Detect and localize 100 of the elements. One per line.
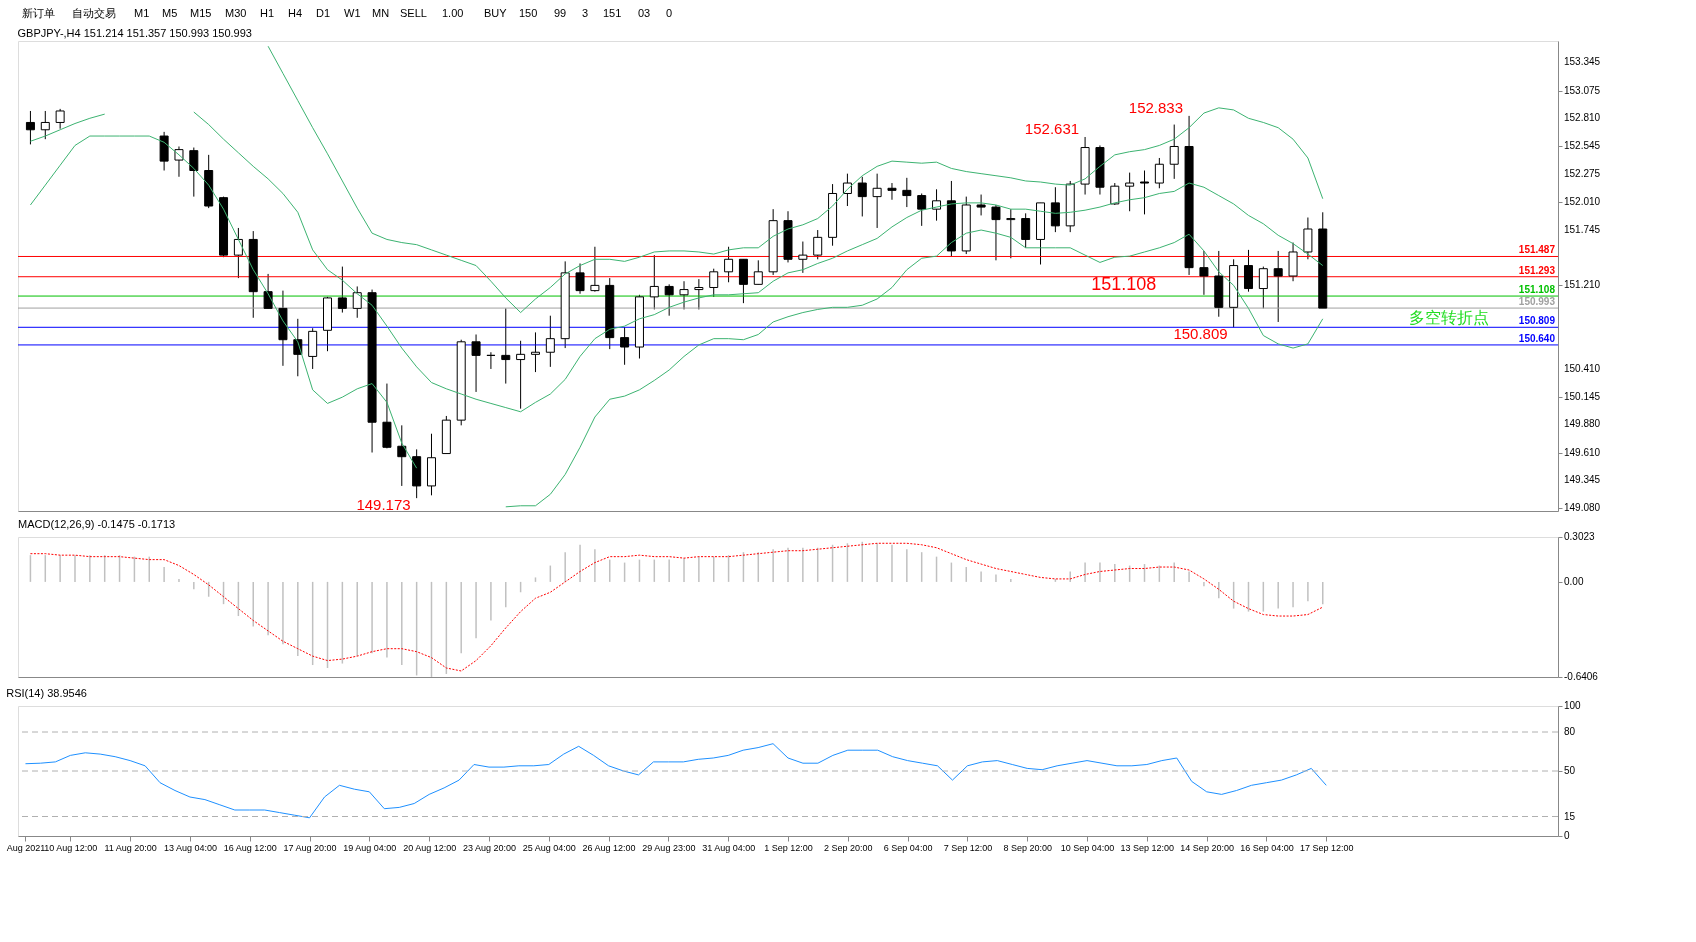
y-tick-label: 152.275 — [1564, 168, 1601, 180]
ref-line-label: 150.993 — [1518, 296, 1556, 308]
text: 03 — [638, 7, 651, 19]
x-tick-label: 23 Aug 20:00 — [462, 842, 516, 853]
candlestick — [40, 110, 50, 140]
y-tick-label: 152.810 — [1564, 112, 1601, 124]
chart-title: MACD(12,26,9) -0.1475 -0.1713 — [18, 518, 176, 530]
candlestick — [932, 188, 942, 222]
candlestick — [1140, 170, 1149, 215]
text: 149.173 — [356, 496, 411, 514]
text: D1 — [316, 7, 331, 19]
y-tick-label: 150.145 — [1564, 390, 1601, 402]
x-tick-label: 20 Aug 12:00 — [403, 842, 457, 853]
line-series — [267, 45, 1324, 314]
text: 152.631 — [1024, 119, 1080, 137]
ref-line-label: 151.293 — [1518, 264, 1556, 276]
y-tick-label: 100 — [1564, 700, 1582, 711]
ref-line-label: 151.108 — [1518, 284, 1556, 296]
x-tick-label: 29 Aug 23:00 — [642, 842, 696, 853]
annotation: 多空转折点 — [1408, 308, 1489, 326]
candlestick — [887, 182, 897, 201]
x-tick-label: 6 Sep 04:00 — [883, 842, 933, 853]
candlestick — [917, 192, 927, 227]
y-tick-label: 153.345 — [1564, 56, 1601, 68]
candlestick — [813, 229, 823, 260]
y-tick-label: 151.745 — [1564, 223, 1601, 235]
y-tick-label: 153.075 — [1564, 84, 1601, 96]
candlestick — [1243, 249, 1253, 293]
candlestick — [516, 340, 526, 410]
y-tick-label: 151.210 — [1564, 279, 1601, 291]
y-tick-label: 80 — [1564, 726, 1576, 737]
x-tick-label: 8 Sep 20:00 — [1003, 842, 1052, 853]
text: 1.00 — [442, 7, 464, 19]
text: M15 — [190, 7, 212, 19]
x-tick-label: 17 Sep 12:00 — [1299, 842, 1354, 853]
x-tick-label: 1 Sep 12:00 — [764, 842, 813, 853]
candlestick — [233, 227, 243, 279]
candlestick — [590, 246, 600, 293]
candlestick — [753, 259, 763, 285]
candlestick — [1199, 250, 1209, 296]
candlestick — [1125, 172, 1135, 212]
x-tick-label: 16 Sep 04:00 — [1240, 842, 1294, 853]
x-tick-label: 26 Aug 12:00 — [582, 842, 636, 853]
candlestick — [1169, 124, 1179, 180]
x-tick-label: 10 Sep 04:00 — [1060, 842, 1115, 853]
x-tick-label: Aug 2021 — [6, 842, 46, 853]
candlestick — [530, 331, 540, 373]
text: 150 — [519, 7, 538, 19]
candlestick — [664, 283, 674, 317]
line-series — [24, 743, 1327, 819]
x-tick-label: 14 Sep 20:00 — [1180, 842, 1234, 853]
candlestick — [857, 176, 867, 217]
candlestick — [471, 333, 481, 393]
x-tick-label: 25 Aug 04:00 — [522, 842, 576, 853]
text: 151 — [603, 7, 622, 19]
x-tick-label: 13 Aug 04:00 — [163, 842, 217, 853]
candlestick — [902, 177, 912, 208]
x-tick-label: 17 Aug 20:00 — [283, 842, 337, 853]
text: H1 — [260, 7, 275, 19]
text: MN — [372, 7, 390, 19]
candlestick — [352, 285, 362, 319]
candlestick — [501, 307, 511, 385]
text: M1 — [134, 7, 150, 19]
y-tick-label: 149.080 — [1564, 501, 1601, 513]
candlestick — [1006, 208, 1016, 259]
candlestick — [1258, 266, 1268, 309]
y-tick-label: 0.3023 — [1564, 531, 1596, 542]
candlestick — [575, 262, 585, 295]
candlestick — [1303, 217, 1313, 260]
candlestick — [620, 326, 630, 366]
candlestick — [397, 424, 407, 487]
candlestick — [694, 278, 704, 310]
text: W1 — [344, 7, 361, 19]
text: M30 — [225, 7, 247, 19]
y-tick-label: 50 — [1564, 765, 1576, 776]
x-tick-label: 13 Sep 12:00 — [1120, 842, 1175, 853]
candlestick — [545, 315, 555, 368]
ref-line-label: 150.809 — [1518, 315, 1556, 327]
text: 152.833 — [1128, 98, 1184, 116]
y-tick-label: 0 — [1564, 830, 1570, 841]
candlestick — [1273, 250, 1283, 323]
y-tick-label: 152.010 — [1564, 195, 1601, 207]
candlestick — [1050, 186, 1060, 233]
candlestick — [724, 246, 734, 283]
x-tick-label: 31 Aug 04:00 — [702, 842, 756, 853]
candlestick — [1021, 212, 1031, 249]
candlestick — [649, 254, 659, 310]
x-tick-label: 19 Aug 04:00 — [343, 842, 397, 853]
y-tick-label: 0.00 — [1564, 575, 1584, 587]
text: 150.809 — [1173, 325, 1228, 343]
candlestick — [679, 280, 689, 310]
y-tick-label: 152.545 — [1564, 139, 1601, 151]
text: SELL — [400, 7, 427, 19]
candlestick — [976, 194, 986, 216]
x-tick-label: 11 Aug 20:00 — [104, 842, 157, 853]
candlestick — [1154, 157, 1164, 189]
y-tick-label: 149.880 — [1564, 418, 1601, 430]
text: H4 — [288, 7, 303, 19]
text: 99 — [554, 7, 567, 19]
candlestick — [189, 147, 199, 198]
